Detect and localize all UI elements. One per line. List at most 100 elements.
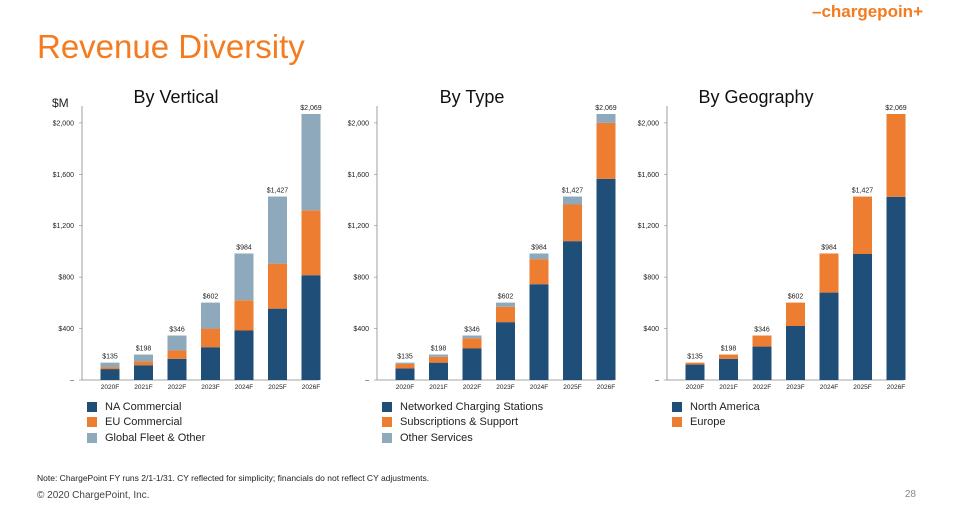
y-tick-label: $1,600	[53, 172, 75, 179]
y-tick-label: $2,000	[638, 120, 660, 127]
total-label: $346	[754, 327, 770, 334]
legend-swatch	[382, 401, 392, 412]
y-tick-label: $1,200	[348, 223, 370, 230]
bar-segment-north-america-2023f	[786, 326, 805, 380]
legend-swatch	[87, 417, 97, 428]
bar-segment-other-services-2021f	[429, 354, 448, 357]
legend-item: Subscriptions & Support	[382, 415, 543, 431]
total-label: $135	[687, 354, 703, 361]
x-tick-label: 2025F	[853, 384, 871, 391]
legend-by-geography: North America Europe	[672, 399, 760, 430]
bar-segment-global-fleet-other-2023f	[201, 302, 220, 329]
x-tick-label: 2026F	[302, 384, 320, 391]
page-title: Revenue Diversity	[37, 28, 305, 65]
total-label: $198	[431, 346, 447, 353]
y-tick-label: $800	[353, 275, 369, 282]
x-tick-label: 2022F	[168, 384, 186, 391]
x-tick-label: 2023F	[201, 384, 219, 391]
x-tick-label: 2022F	[463, 384, 481, 391]
chargepoint-logo: –chargepoin+	[811, 2, 923, 21]
bar-segment-europe-2024f	[819, 253, 839, 293]
bar-segment-europe-2021f	[719, 354, 738, 359]
total-label: $1,427	[852, 188, 874, 195]
x-tick-label: 2023F	[496, 384, 514, 391]
chart-by-vertical: $2,000 $1,600 $1,200 $800 $400 – $135 2020F $198…	[53, 105, 322, 391]
legend-label: North America	[690, 400, 760, 413]
bar-segment-global-fleet-other-2026f	[301, 114, 321, 211]
y-tick-label: $1,200	[53, 223, 75, 230]
legend-label: Global Fleet & Other	[105, 431, 206, 444]
bar-segment-eu-commercial-2025f	[268, 263, 287, 309]
bar-segment-north-america-2026f	[886, 196, 906, 380]
y-tick-label: –	[655, 378, 659, 385]
total-label: $135	[397, 354, 413, 361]
total-label: $1,427	[267, 188, 289, 195]
bar-segment-eu-commercial-2022f	[167, 350, 187, 359]
bar-segment-north-america-2020f	[685, 364, 705, 380]
y-tick-label: –	[70, 378, 74, 385]
legend-swatch	[382, 417, 392, 428]
legend-by-type: Networked Charging Stations Subscriptions…	[382, 399, 543, 446]
x-tick-label: 2024F	[530, 384, 548, 391]
bar-segment-networked-charging-stations-2023f	[496, 322, 515, 380]
bar-segment-eu-commercial-2026f	[301, 210, 321, 276]
x-tick-label: 2025F	[268, 384, 286, 391]
bar-segment-na-commercial-2025f	[268, 308, 287, 380]
page-number: 28	[904, 489, 916, 500]
bar-segment-eu-commercial-2021f	[134, 361, 153, 366]
legend-swatch	[672, 417, 682, 428]
chart-by-type: $2,000 $1,600 $1,200 $800 $400 – $135 2020F $198…	[348, 105, 617, 391]
bar-segment-subscriptions-support-2022f	[462, 338, 482, 349]
total-label: $1,427	[562, 188, 584, 195]
bar-segment-na-commercial-2021f	[134, 365, 153, 380]
bar-segment-na-commercial-2022f	[167, 358, 187, 380]
x-tick-label: 2022F	[753, 384, 771, 391]
bar-segment-subscriptions-support-2026f	[596, 122, 616, 179]
bar-segment-networked-charging-stations-2021f	[429, 362, 448, 380]
bar-segment-north-america-2021f	[719, 358, 738, 380]
legend-label: Europe	[690, 416, 726, 429]
x-tick-label: 2020F	[686, 384, 704, 391]
y-tick-label: $1,200	[638, 223, 660, 230]
bar-segment-na-commercial-2024f	[234, 330, 254, 380]
x-tick-label: 2020F	[396, 384, 414, 391]
bar-segment-subscriptions-support-2023f	[496, 306, 515, 323]
bar-segment-other-services-2023f	[496, 302, 515, 307]
bar-segment-subscriptions-support-2024f	[529, 259, 549, 285]
x-tick-label: 2026F	[597, 384, 615, 391]
total-label: $198	[721, 346, 737, 353]
bar-segment-eu-commercial-2020f	[100, 367, 120, 370]
bar-segment-europe-2022f	[752, 335, 772, 347]
unit-label: $M	[52, 96, 69, 110]
legend-label: EU Commercial	[105, 416, 183, 429]
legend-swatch	[672, 401, 682, 412]
bar-segment-global-fleet-other-2021f	[134, 354, 153, 362]
bar-segment-networked-charging-stations-2024f	[529, 284, 549, 380]
bar-segment-eu-commercial-2024f	[234, 300, 254, 331]
y-tick-label: $800	[58, 275, 74, 282]
legend-swatch	[87, 432, 97, 443]
bar-segment-north-america-2022f	[752, 346, 772, 380]
x-tick-label: 2024F	[820, 384, 838, 391]
copyright: © 2020 ChargePoint, Inc.	[37, 490, 150, 501]
bar-segment-networked-charging-stations-2020f	[395, 368, 415, 380]
legend-label: Subscriptions & Support	[400, 416, 519, 429]
bar-segment-networked-charging-stations-2025f	[563, 241, 582, 380]
y-tick-label: $400	[58, 326, 74, 333]
total-label: $984	[236, 244, 252, 251]
y-tick-label: $1,600	[348, 172, 370, 179]
bar-segment-eu-commercial-2023f	[201, 328, 220, 348]
bar-segment-europe-2025f	[853, 196, 872, 255]
bar-segment-subscriptions-support-2020f	[395, 363, 415, 369]
y-tick-label: $800	[643, 275, 659, 282]
legend-item: Global Fleet & Other	[87, 430, 205, 446]
total-label: $602	[788, 294, 804, 301]
bar-segment-other-services-2020f	[395, 362, 415, 364]
total-label: $2,069	[885, 105, 907, 112]
y-tick-label: $400	[643, 326, 659, 333]
chart-title-geography: By Geography	[698, 87, 814, 107]
y-tick-label: $400	[353, 326, 369, 333]
total-label: $198	[136, 346, 152, 353]
total-label: $2,069	[595, 105, 617, 112]
legend-item: Europe	[672, 415, 760, 431]
